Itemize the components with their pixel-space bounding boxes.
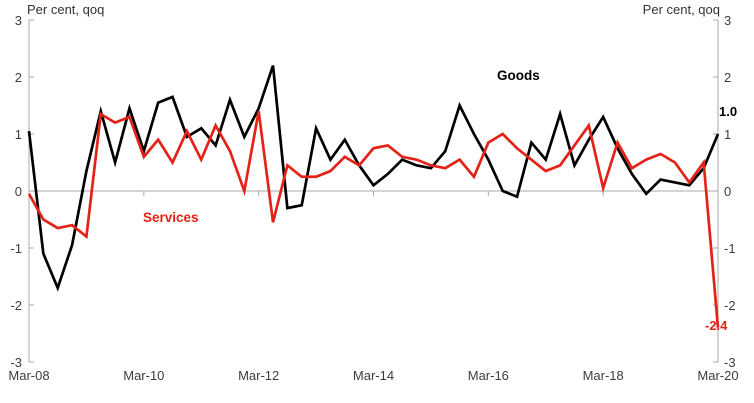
goods-series-line	[27, 65, 720, 292]
services-last-value-label: -2.4	[705, 318, 728, 333]
services-series-line	[27, 110, 720, 328]
right-axis-title: Per cent, qoq	[642, 2, 720, 17]
services-series-label: Services	[143, 210, 199, 225]
x-tick-label: Mar-20	[697, 368, 739, 383]
left-y-tick-label: -3	[10, 355, 22, 370]
right-y-tick-label: -3	[724, 355, 736, 370]
right-y-tick-label: -1	[724, 241, 736, 256]
left-y-tick-label: 3	[14, 13, 22, 28]
x-tick-label: Mar-10	[123, 368, 165, 383]
left-y-tick-label: 2	[14, 70, 22, 85]
left-y-tick-label: -2	[10, 298, 22, 313]
right-y-tick-label: 0	[724, 184, 732, 199]
x-tick-label: Mar-12	[238, 368, 280, 383]
x-tick-label: Mar-14	[352, 368, 395, 383]
left-y-tick-label: 0	[14, 184, 22, 199]
x-tick-label: Mar-18	[582, 368, 624, 383]
goods-last-value-label: 1.0	[719, 104, 738, 119]
right-y-tick-label: -2	[724, 298, 736, 313]
right-y-tick-label: 3	[724, 13, 732, 28]
goods-series-label: Goods	[497, 68, 540, 83]
x-tick-label: Mar-08	[8, 368, 50, 383]
left-axis-title: Per cent, qoq	[27, 2, 105, 17]
right-y-tick-label: 2	[724, 70, 732, 85]
left-y-tick-label: 1	[14, 127, 22, 142]
x-tick-label: Mar-16	[467, 368, 509, 383]
left-y-tick-label: -1	[10, 241, 22, 256]
right-y-tick-label: 1	[724, 127, 732, 142]
